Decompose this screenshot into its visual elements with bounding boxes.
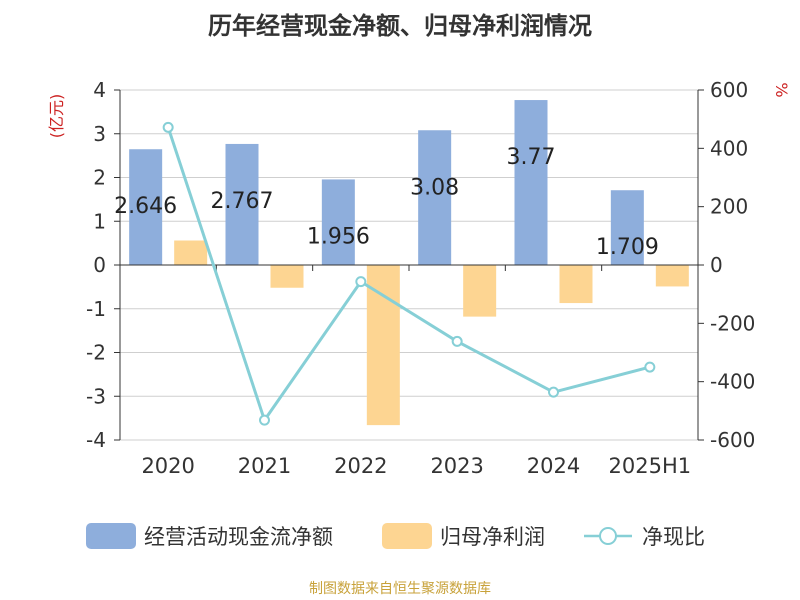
legend-label-ratio: 净现比 [642,525,705,549]
right-tick-label: -400 [710,370,755,394]
ratio-line [166,126,651,424]
chart-legend: 经营活动现金流净额 归母净利润 净现比 [0,520,800,552]
right-tick-label: -200 [710,311,755,335]
category-label: 2025H1 [609,454,692,478]
right-tick-label: -600 [710,428,755,452]
bar-profit [366,265,400,426]
bar-cashflow [418,130,452,265]
cashflow-data-label: 1.709 [596,235,659,260]
line-layer [162,121,656,426]
left-tick-label: -4 [86,428,106,452]
left-tick-label: 2 [93,166,106,190]
right-tick-label: 400 [710,136,748,160]
legend-item-profit[interactable]: 归母净利润 [382,520,545,552]
right-axis-unit: % [772,82,791,97]
bars-layer [129,100,689,426]
bar-profit [174,240,208,265]
left-tick-label: -3 [86,384,106,408]
legend-swatch-cashflow [86,523,136,549]
legend-label-cashflow: 经营活动现金流净额 [144,525,333,549]
source-note: 制图数据来自恒生聚源数据库 [309,581,491,597]
bar-profit [655,265,689,287]
ratio-point [548,386,559,398]
bar-cashflow [129,149,163,265]
left-axis-unit: (亿元) [47,94,66,139]
right-tick-label: 600 [710,78,748,102]
ratio-point [451,335,463,347]
bar-profit [559,265,593,304]
ratio-point [259,414,270,426]
bar-cashflow [514,100,548,265]
chart-title: 历年经营现金净额、归母净利润情况 [208,12,592,40]
legend-label-profit: 归母净利润 [440,525,545,549]
ratio-point [355,276,367,288]
cashflow-data-label: 1.956 [307,224,370,249]
label-layer: 4 3 2 1 0 -1 -2 -3 -4 600 400 200 0 -200 -400 -600 2020 2… [86,78,755,478]
ratio-point [644,361,656,373]
axis-layer [114,89,704,441]
left-tick-label: 3 [93,122,106,146]
category-label: 2024 [527,454,580,478]
category-label: 2020 [141,454,194,478]
bar-profit [270,265,304,288]
left-tick-label: 1 [93,209,106,233]
ratio-point [162,121,174,133]
left-tick-label: -2 [86,341,106,365]
left-tick-label: 4 [93,78,106,102]
left-tick-label: -1 [86,297,106,321]
legend-item-ratio[interactable]: 净现比 [582,520,705,552]
bar-profit [463,265,497,317]
category-label: 2021 [238,454,291,478]
legend-swatch-profit [382,523,432,549]
right-tick-label: 0 [710,253,723,277]
right-tick-label: 200 [710,195,748,219]
category-label: 2023 [430,454,483,478]
bar-cashflow [321,179,355,265]
cashflow-data-label: 2.646 [114,194,177,219]
cashflow-data-label: 3.77 [507,145,556,170]
legend-item-cashflow[interactable]: 经营活动现金流净额 [86,520,333,552]
legend-swatch-ratio [584,527,632,545]
left-tick-label: 0 [93,253,106,277]
cashflow-data-label: 3.08 [410,175,459,200]
cashflow-data-label: 2.767 [211,189,274,214]
bar-cashflow [610,190,644,265]
category-label: 2022 [334,454,387,478]
bar-cashflow [225,143,259,265]
